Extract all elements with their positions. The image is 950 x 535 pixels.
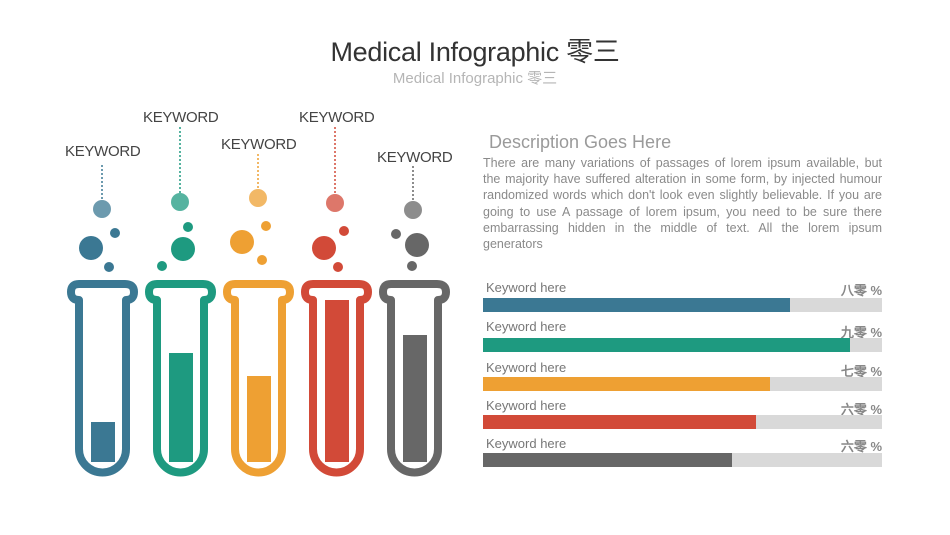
test-tube-4 <box>301 127 372 477</box>
tube-keyword-3: KEYWORD <box>221 136 297 153</box>
bubble <box>391 229 401 239</box>
tube-outline <box>145 280 216 477</box>
bubble <box>405 233 429 257</box>
test-tube-2 <box>145 127 216 477</box>
description-title: Description Goes Here <box>489 132 672 152</box>
progress-value-4: 六零 % <box>840 402 882 417</box>
test-tubes-illustration <box>67 127 450 477</box>
test-tube-3 <box>223 154 294 477</box>
progress-label-1: Keyword here <box>486 280 567 295</box>
bubble <box>110 228 120 238</box>
bubble <box>104 262 114 272</box>
bubble <box>230 230 254 254</box>
tube-keyword-5: KEYWORD <box>377 149 453 166</box>
tube-outline <box>223 280 294 477</box>
progress-value-5: 六零 % <box>840 439 882 454</box>
bubble <box>407 261 417 271</box>
description-body: There are many variations of passages of… <box>483 156 882 252</box>
tube-liquid <box>325 300 349 462</box>
progress-fill-1 <box>483 298 791 312</box>
bubble <box>183 222 193 232</box>
tube-liquid <box>91 422 115 462</box>
bubble <box>404 201 422 219</box>
progress-label-5: Keyword here <box>486 436 567 451</box>
bubble <box>261 221 271 231</box>
tube-keyword-4: KEYWORD <box>299 109 375 126</box>
progress-track-4 <box>483 415 882 429</box>
tube-outline <box>379 280 450 477</box>
bubble <box>157 261 167 271</box>
tube-liquid <box>169 353 193 462</box>
tube-liquid <box>403 335 427 462</box>
tube-keyword-1: KEYWORD <box>65 143 141 160</box>
progress-track-1 <box>483 298 882 312</box>
tube-liquid <box>247 376 271 462</box>
bubble <box>333 262 343 272</box>
bubble <box>326 194 344 212</box>
bubble <box>339 226 349 236</box>
bubble <box>93 200 111 218</box>
progress-fill-5 <box>483 453 733 467</box>
test-tube-1 <box>67 165 138 477</box>
progress-track-5 <box>483 453 882 467</box>
progress-value-1: 八零 % <box>840 283 882 298</box>
bubble <box>79 236 103 260</box>
bubble <box>249 189 267 207</box>
progress-label-3: Keyword here <box>486 360 567 375</box>
tube-outline <box>301 280 372 477</box>
tube-keyword-2: KEYWORD <box>143 109 219 126</box>
progress-value-2: 九零 % <box>840 325 882 340</box>
progress-value-3: 七零 % <box>840 364 882 379</box>
progress-label-4: Keyword here <box>486 398 567 413</box>
bubble <box>171 237 195 261</box>
page-subtitle: Medical Infographic 零三 <box>392 70 558 87</box>
bubble <box>312 236 336 260</box>
page-title: Medical Infographic 零三 <box>330 37 620 67</box>
progress-track-2 <box>483 338 882 352</box>
progress-fill-3 <box>483 377 771 391</box>
progress-fill-4 <box>483 415 757 429</box>
progress-track-3 <box>483 377 882 391</box>
bubble <box>171 193 189 211</box>
test-tube-5 <box>379 166 450 477</box>
progress-fill-2 <box>483 338 851 352</box>
progress-label-2: Keyword here <box>486 319 567 334</box>
tube-outline <box>67 280 138 477</box>
bubble <box>257 255 267 265</box>
